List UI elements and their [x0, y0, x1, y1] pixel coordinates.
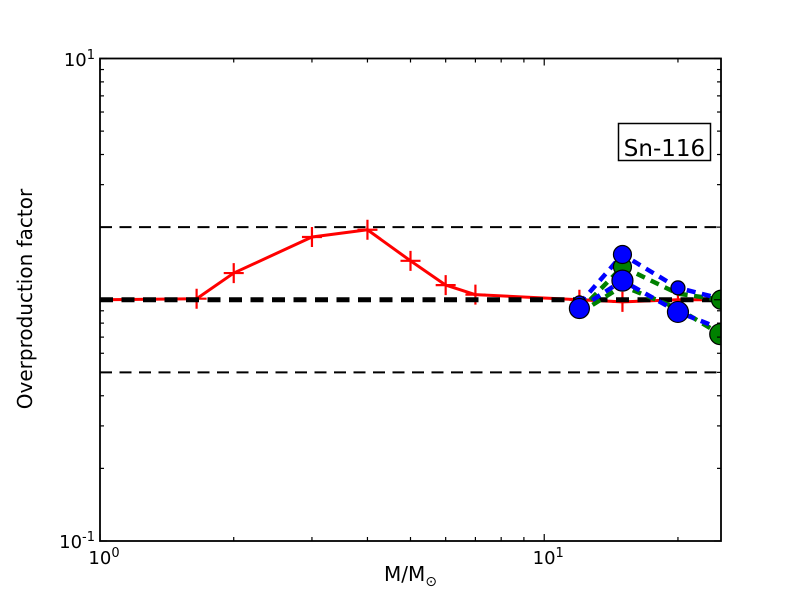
blue-circle-marker — [568, 297, 590, 320]
annotation-label: Sn-116 — [624, 136, 705, 162]
series-blue-dashed-upper — [577, 252, 721, 306]
x-tick-label: 101 — [533, 546, 564, 569]
blue-circle-marker — [666, 300, 690, 324]
blue-circle-marker — [612, 244, 633, 265]
annotation-box — [617, 122, 712, 162]
y-tick-label: 10-1 — [59, 530, 95, 553]
x-tick-label: 100 — [88, 546, 119, 569]
series-blue-dashed-lower — [578, 278, 721, 331]
x-axis-label: M/M⊙ — [384, 562, 437, 590]
plot-area — [100, 219, 721, 374]
y-axis-label: Overproduction factor — [13, 188, 37, 409]
series-green-dashed-upper — [577, 264, 721, 313]
red-plus-marker — [435, 275, 456, 296]
red-plus-marker — [223, 263, 244, 284]
blue-circle-marker — [611, 269, 634, 292]
y-tick-label: 101 — [64, 48, 95, 71]
red-plus-marker — [301, 227, 322, 248]
blue-circle-marker — [670, 280, 686, 296]
series-green-dashed-lower — [578, 283, 721, 337]
red-plus-marker — [400, 250, 421, 271]
red-plus-marker — [357, 219, 378, 240]
